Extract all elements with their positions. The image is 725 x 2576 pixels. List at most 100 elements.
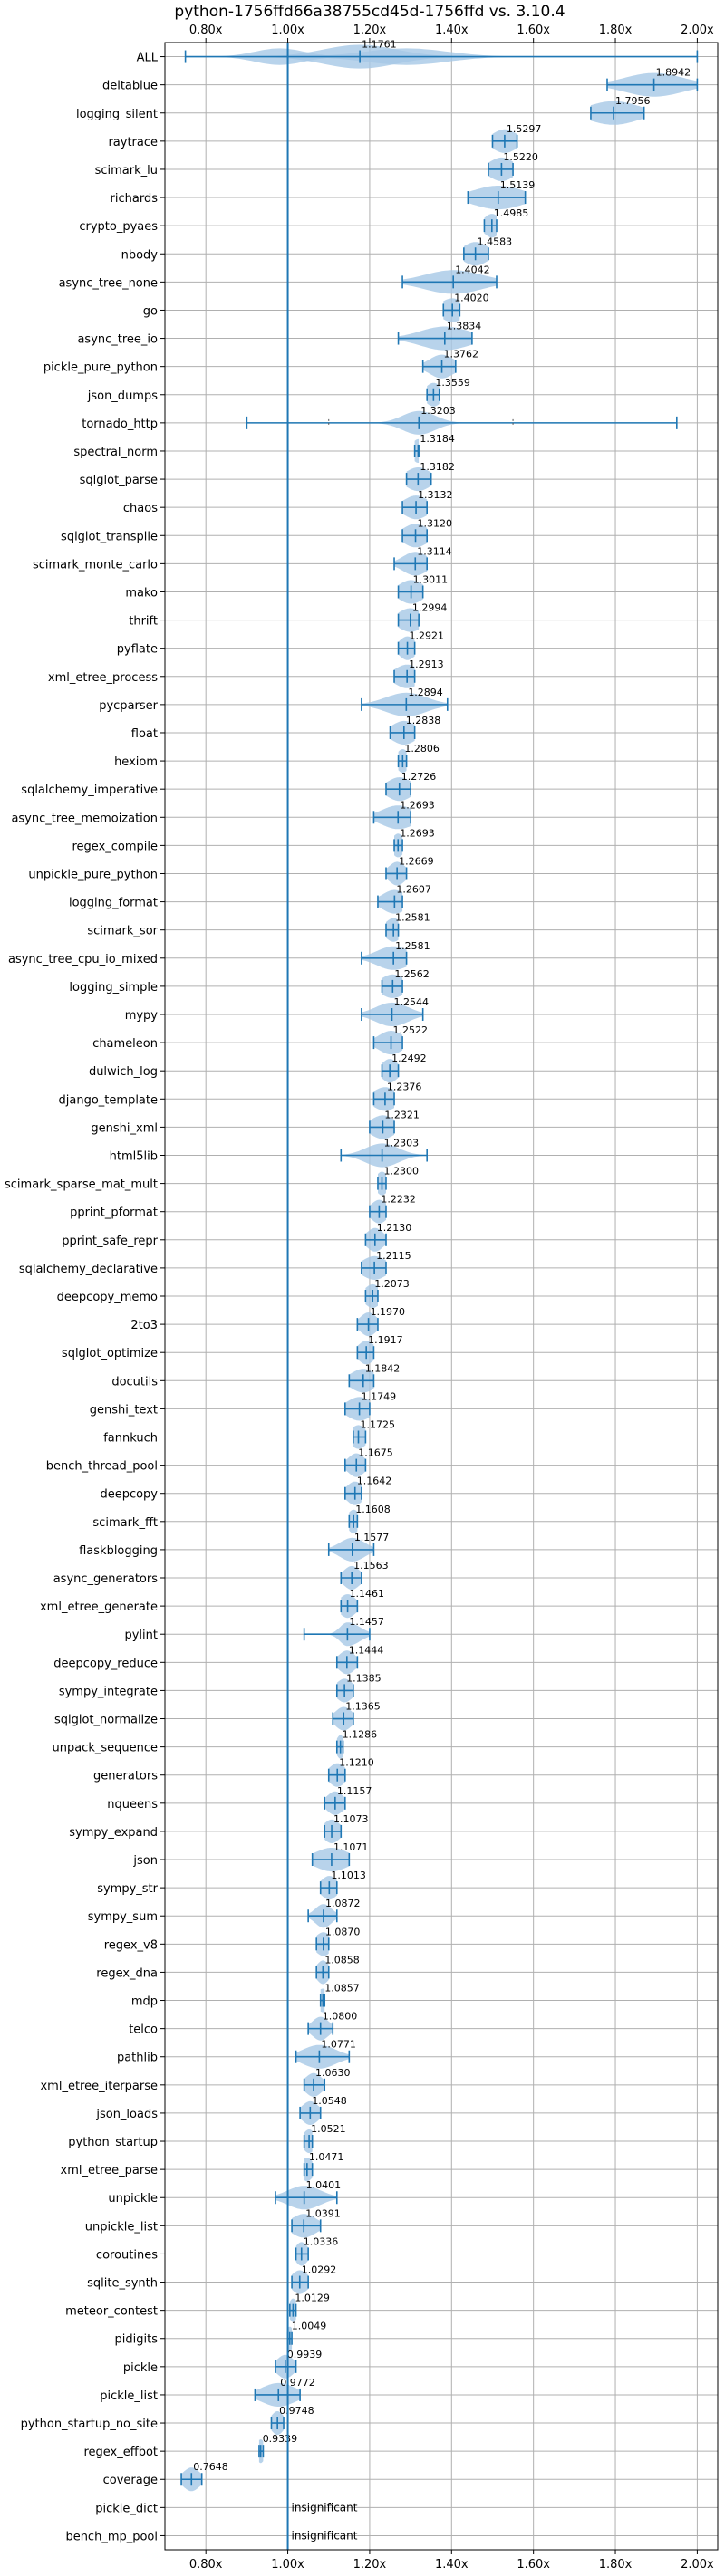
median-label: 1.2581 <box>395 940 430 952</box>
violin-flaskblogging: 1.1577 <box>327 1532 389 1562</box>
violin-nqueens: 1.1157 <box>324 1785 372 1815</box>
y-tick-label: unpickle <box>108 2192 158 2206</box>
x-tick-label-top: 1.60x <box>517 24 550 37</box>
y-tick-label: json <box>132 1854 158 1868</box>
median-label: 1.0548 <box>312 2095 347 2107</box>
x-tick-label-bottom: 1.60x <box>517 2558 550 2571</box>
y-tick-label: pycparser <box>99 699 158 713</box>
median-label: 1.1013 <box>331 1870 366 1881</box>
violin-sqlalchemy_imperative: 1.2726 <box>385 771 436 802</box>
y-tick-label: regex_effbot <box>83 2446 158 2459</box>
y-tick-label: mypy <box>125 1009 159 1023</box>
y-tick-label: pprint_safe_repr <box>62 1235 158 1248</box>
y-tick-label: fannkuch <box>103 1432 158 1446</box>
violin-spectral_norm: 1.3184 <box>413 433 455 463</box>
violin-2to3: 1.1970 <box>356 1306 406 1337</box>
median-label: 1.2693 <box>400 799 435 811</box>
y-tick-label: dulwich_log <box>89 1065 158 1079</box>
x-tick-label-bottom: 1.20x <box>353 2558 387 2571</box>
median-label: 1.4583 <box>478 235 513 247</box>
y-tick-label: ALL <box>137 52 159 65</box>
y-tick-label: sqlglot_optimize <box>62 1347 158 1360</box>
y-tick-label: async_tree_memoization <box>11 812 158 825</box>
y-tick-label: scimark_fft <box>92 1516 158 1530</box>
median-label: 1.0049 <box>292 2321 327 2332</box>
violin-genshi_xml: 1.2321 <box>369 1109 420 1139</box>
median-label: 1.1210 <box>339 1757 374 1769</box>
median-label: 1.1563 <box>353 1560 389 1572</box>
median-label: 1.0870 <box>325 1926 361 1937</box>
violin-telco: 1.0800 <box>307 2011 357 2041</box>
violin-sqlglot_optimize: 1.1917 <box>356 1334 403 1365</box>
y-tick-label: pprint_pformat <box>70 1206 158 1220</box>
median-label: 1.0857 <box>324 1983 360 1994</box>
violin-html5lib: 1.2303 <box>340 1137 428 1168</box>
median-label: 1.2806 <box>404 743 440 755</box>
y-tick-label: chameleon <box>92 1037 158 1051</box>
y-tick-label: xml_etree_process <box>48 671 158 685</box>
y-tick-label: django_template <box>59 1093 158 1107</box>
y-tick-label: sympy_sum <box>88 1910 158 1924</box>
median-label: 1.1917 <box>368 1334 403 1346</box>
median-label: 1.2581 <box>395 912 430 924</box>
x-tick-label-bottom: 2.00x <box>681 2558 714 2571</box>
y-tick-label: html5lib <box>110 1149 158 1163</box>
median-label: 1.1608 <box>355 1504 391 1515</box>
y-tick-label: json_loads <box>95 2108 158 2121</box>
median-label: 1.3132 <box>418 489 453 501</box>
violin-scimark_monte_carlo: 1.3114 <box>393 545 452 576</box>
violin-async_tree_none: 1.4042 <box>401 264 498 294</box>
chart-title: python-1756ffd66a38755cd45d-1756ffd vs. … <box>174 3 565 21</box>
y-tick-label: pylint <box>124 1629 158 1642</box>
y-tick-label: sympy_integrate <box>59 1685 158 1698</box>
y-tick-label: pickle_pure_python <box>44 361 158 375</box>
y-tick-label: flaskblogging <box>79 1544 158 1558</box>
violin-unpickle_list: 1.0391 <box>291 2207 341 2238</box>
y-tick-label: sqlglot_parse <box>80 474 158 487</box>
median-label: 1.5220 <box>503 151 538 163</box>
violin-pprint_pformat: 1.2232 <box>369 1194 416 1224</box>
median-label: 1.1970 <box>371 1306 406 1318</box>
median-label: 1.2693 <box>400 827 435 839</box>
y-tick-label: float <box>131 727 158 741</box>
plot-frame <box>164 42 719 2551</box>
y-tick-label: xml_etree_iterparse <box>40 2080 158 2093</box>
violin-go: 1.4020 <box>442 292 489 322</box>
violin-regex_dna: 1.0858 <box>315 1954 360 1985</box>
median-label: 1.0401 <box>306 2179 342 2191</box>
violin-pickle_list: 0.9772 <box>254 2377 315 2407</box>
violin-regex_compile: 1.2693 <box>393 827 435 858</box>
median-label: 1.4042 <box>455 264 490 275</box>
y-tick-label: logging_format <box>69 897 158 910</box>
median-label: 1.2838 <box>406 715 441 726</box>
y-tick-label: tornado_http <box>82 418 158 431</box>
violin-richards: 1.5139 <box>467 179 535 210</box>
median-label: 1.8942 <box>656 67 691 79</box>
median-label: 1.1444 <box>349 1644 384 1656</box>
violin-pidigits: 1.0049 <box>286 2321 327 2350</box>
violin-pickle_dict: insignificant <box>292 2501 358 2514</box>
violin-mdp: 1.0857 <box>319 1983 360 2013</box>
violin-crypto_pyaes: 1.4985 <box>483 207 528 238</box>
violin-sqlglot_normalize: 1.1365 <box>332 1701 381 1731</box>
median-label: 1.1457 <box>349 1616 384 1628</box>
violin-pyflate: 1.2921 <box>397 630 444 660</box>
y-tick-label: sqlalchemy_imperative <box>21 783 158 797</box>
y-tick-label: pidigits <box>115 2333 159 2347</box>
median-label: 1.0858 <box>324 1954 360 1966</box>
violin-scimark_fft: 1.1608 <box>348 1504 391 1533</box>
violin-python_startup: 1.0521 <box>303 2123 346 2154</box>
violin-async_tree_cpu_io_mixed: 1.2581 <box>361 940 430 970</box>
median-label: 1.3559 <box>435 377 470 389</box>
median-label: 1.0771 <box>321 2039 356 2051</box>
y-tick-label: xml_etree_parse <box>61 2164 158 2177</box>
violin-mypy: 1.2544 <box>361 996 430 1026</box>
median-label: 1.0630 <box>315 2067 351 2079</box>
violin-scimark_sparse_mat_mult: 1.2300 <box>377 1166 419 1196</box>
median-label: 1.2544 <box>394 996 430 1008</box>
y-tick-label: pickle_dict <box>95 2502 158 2515</box>
median-label: 1.2321 <box>384 1109 420 1120</box>
median-label: 1.1157 <box>337 1785 372 1797</box>
y-tick-label: thrift <box>129 615 158 629</box>
